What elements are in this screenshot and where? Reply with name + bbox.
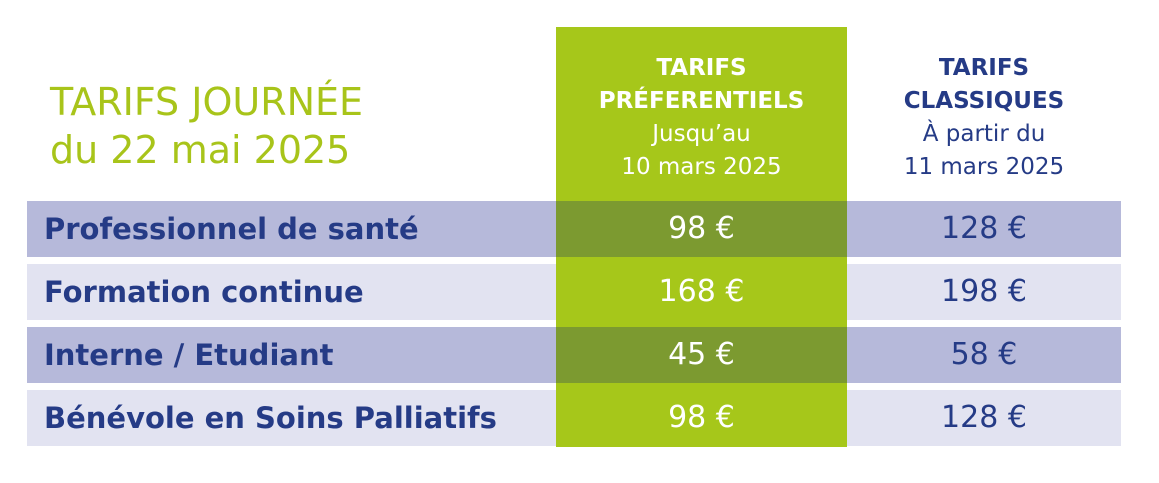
- preferential-cell-shade: [556, 201, 847, 257]
- preferential-title-line-1: TARIFS: [656, 55, 747, 81]
- classic-column-header: TARIFS CLASSIQUES À partir du 11 mars 20…: [847, 52, 1121, 184]
- classic-price: 128 €: [941, 400, 1027, 435]
- classic-price: 198 €: [941, 274, 1027, 309]
- page-title: TARIFS JOURNÉE du 22 mai 2025: [50, 78, 363, 174]
- preferential-column-header: TARIFS PRÉFERENTIELS Jusqu’au 10 mars 20…: [556, 52, 847, 184]
- preferential-price: 98 €: [668, 211, 735, 246]
- classic-price: 58 €: [950, 337, 1018, 372]
- row-label: Professionnel de santé: [44, 212, 419, 246]
- row-label: Bénévole en Soins Palliatifs: [44, 401, 497, 435]
- title-line-1: TARIFS JOURNÉE: [50, 80, 364, 124]
- preferential-sub-line-1: Jusqu’au: [652, 121, 751, 147]
- preferential-price: 45 €: [668, 337, 735, 372]
- classic-price: 128 €: [941, 211, 1027, 246]
- row-label: Formation continue: [44, 275, 364, 309]
- title-line-2: du 22 mai 2025: [50, 128, 351, 172]
- preferential-price: 168 €: [658, 274, 745, 309]
- preferential-title-line-2: PRÉFERENTIELS: [598, 88, 805, 114]
- classic-sub-line-2: 11 mars 2025: [903, 154, 1065, 180]
- classic-title-line-2: CLASSIQUES: [903, 88, 1065, 114]
- preferential-cell-shade: [556, 327, 847, 383]
- preferential-sub-line-2: 10 mars 2025: [621, 154, 782, 180]
- preferential-price: 98 €: [668, 400, 735, 435]
- classic-sub-line-1: À partir du: [922, 121, 1046, 147]
- classic-title-line-1: TARIFS: [938, 55, 1030, 81]
- row-label: Interne / Etudiant: [44, 338, 334, 372]
